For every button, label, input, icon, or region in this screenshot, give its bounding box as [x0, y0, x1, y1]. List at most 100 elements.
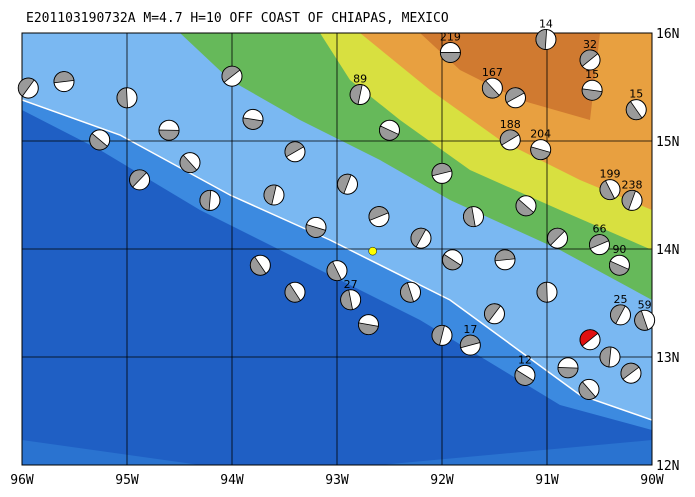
depth-label: 27	[344, 278, 358, 291]
beachball-quadrant	[609, 260, 630, 276]
beachball-quadrant	[515, 198, 535, 217]
beachball-quadrant	[505, 87, 525, 104]
depth-label: 14	[539, 17, 553, 30]
beachball	[17, 77, 39, 99]
beachball-quadrant	[625, 100, 643, 121]
beachball	[400, 281, 421, 303]
beachball: 238	[621, 178, 643, 211]
beachball	[431, 324, 453, 346]
beachball	[505, 87, 526, 109]
beachball-quadrant	[284, 283, 301, 303]
beachball	[129, 169, 151, 191]
beachball	[305, 216, 327, 238]
beachball-quadrant	[221, 65, 241, 83]
beachball: 32	[579, 38, 601, 71]
beachball	[431, 162, 453, 184]
beachball: 25	[610, 293, 631, 326]
beachball-quadrant	[431, 163, 453, 177]
beachball	[515, 195, 537, 217]
beachball-quadrant	[116, 87, 128, 109]
beachball	[579, 329, 601, 351]
beachball	[53, 71, 75, 93]
depth-label: 199	[600, 168, 621, 181]
depth-label: 59	[638, 298, 652, 311]
beachball-quadrant	[379, 125, 400, 141]
depth-label: 167	[482, 66, 503, 79]
beachball-quadrant	[581, 88, 603, 101]
beachball: 199	[599, 168, 621, 201]
beachball: 167	[482, 66, 503, 99]
lon-label: 96W	[10, 473, 34, 488]
beachball: 219	[439, 30, 461, 63]
beachball: 27	[340, 278, 362, 311]
beachball-quadrant	[340, 289, 354, 311]
lat-label: 15N	[656, 135, 679, 150]
beachball-quadrant	[599, 180, 616, 200]
beachball	[158, 119, 180, 141]
beachball-quadrant	[158, 129, 180, 141]
beachball-quadrant	[459, 334, 481, 349]
depth-label: 89	[353, 73, 367, 86]
epicenter	[368, 246, 377, 256]
beachball-quadrant	[129, 169, 148, 188]
lon-label: 95W	[115, 473, 139, 488]
beachball	[284, 281, 306, 303]
depth-label: 25	[614, 293, 628, 306]
depth-label: 238	[622, 178, 643, 191]
beachball	[410, 227, 432, 249]
beachball	[249, 254, 271, 276]
beachball-quadrant	[499, 129, 520, 146]
beachball: 66	[589, 223, 610, 256]
beachball: 17	[459, 323, 481, 356]
lat-label: 12N	[656, 459, 679, 474]
beachball-quadrant	[242, 117, 264, 130]
beachball	[116, 87, 138, 109]
beachball	[179, 152, 201, 174]
beachball	[337, 173, 358, 195]
beachball	[578, 378, 600, 400]
beachball	[463, 206, 484, 228]
beachball-quadrant	[634, 310, 649, 331]
beachball-quadrant	[482, 80, 500, 99]
beachball	[358, 314, 379, 336]
beachball	[368, 206, 390, 228]
lon-label: 94W	[220, 473, 244, 488]
beachball-quadrant	[557, 367, 579, 379]
beachball-quadrant	[305, 223, 327, 238]
beachball: 15	[581, 68, 603, 101]
depth-label: 188	[500, 118, 521, 131]
lon-label: 93W	[325, 473, 349, 488]
beachball-quadrant	[199, 190, 212, 211]
beachball-quadrant	[579, 329, 599, 347]
beachball-quadrant	[535, 29, 548, 50]
beachball-quadrant	[337, 173, 352, 195]
beachball-quadrant	[579, 49, 599, 67]
beachball-quadrant	[89, 132, 108, 151]
title: E201103190732A M=4.7 H=10 OFF COAST OF C…	[26, 11, 449, 26]
beachball-quadrant	[530, 146, 551, 161]
beachball-quadrant	[494, 249, 516, 262]
beachball: 59	[634, 298, 656, 331]
beachball-quadrant	[368, 206, 389, 221]
lon-label: 91W	[535, 473, 559, 488]
beachball-quadrant	[263, 184, 277, 206]
depth-label: 12	[518, 353, 532, 366]
beachball-quadrant	[410, 227, 427, 248]
beachball: 90	[608, 243, 630, 276]
beachball: 14	[535, 17, 557, 50]
depth-label: 204	[530, 128, 551, 141]
depth-label: 32	[583, 38, 597, 51]
beachball	[599, 346, 621, 368]
beachball-quadrant	[589, 234, 610, 250]
beachball	[557, 357, 579, 379]
beachball: 12	[514, 353, 536, 386]
depth-label: 219	[440, 30, 461, 43]
beachball-quadrant	[621, 190, 636, 211]
beachball	[284, 141, 306, 163]
beachball-quadrant	[484, 303, 502, 323]
beachball: 204	[530, 128, 552, 161]
beachball	[221, 65, 243, 87]
lat-label: 14N	[656, 243, 679, 258]
beachball	[242, 108, 264, 130]
beachball-quadrant	[463, 206, 476, 227]
